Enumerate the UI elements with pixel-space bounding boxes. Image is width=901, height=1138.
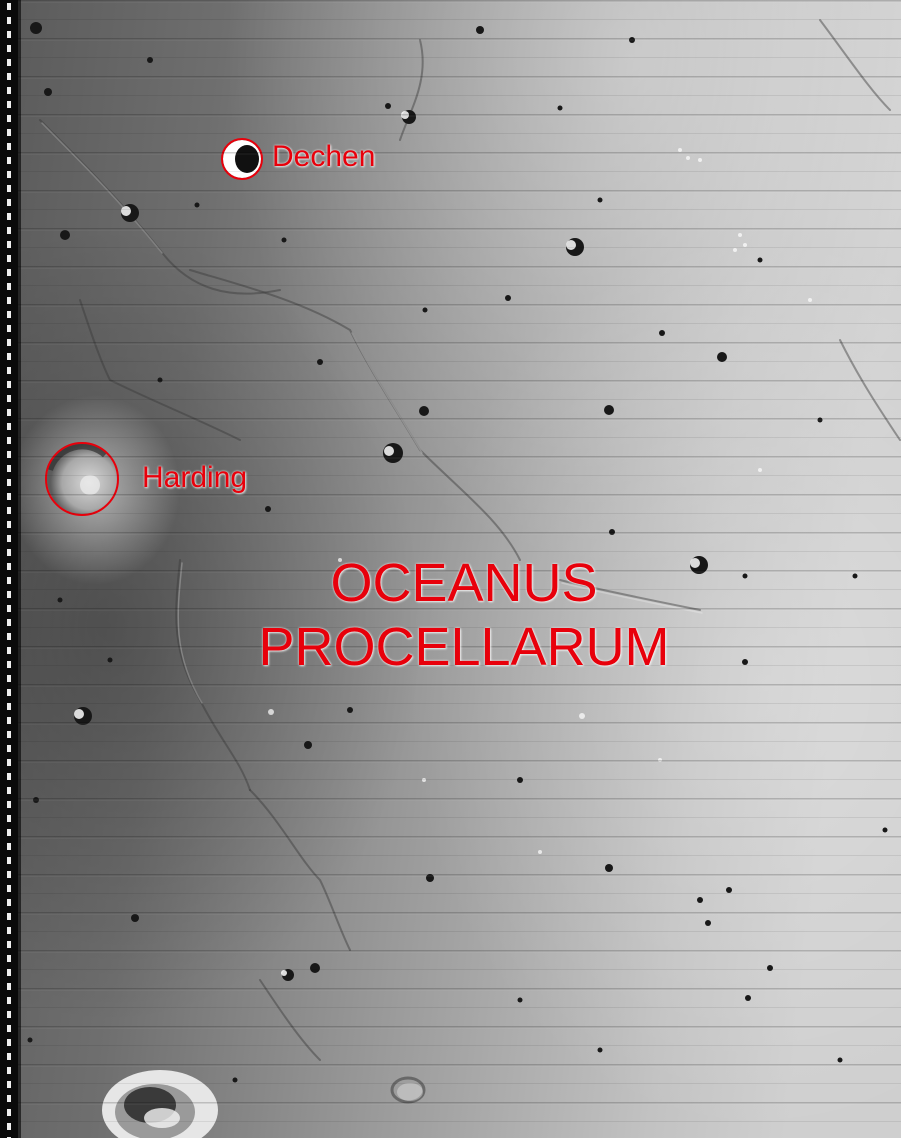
- label-harding: Harding: [142, 461, 248, 494]
- label-dechen: Dechen: [272, 140, 376, 173]
- label-region-line1: OCEANUS: [330, 553, 598, 613]
- label-oceanus-procellarum: OCEANUS PROCELLARUM: [238, 552, 690, 679]
- label-region-line2: PROCELLARUM: [258, 616, 670, 677]
